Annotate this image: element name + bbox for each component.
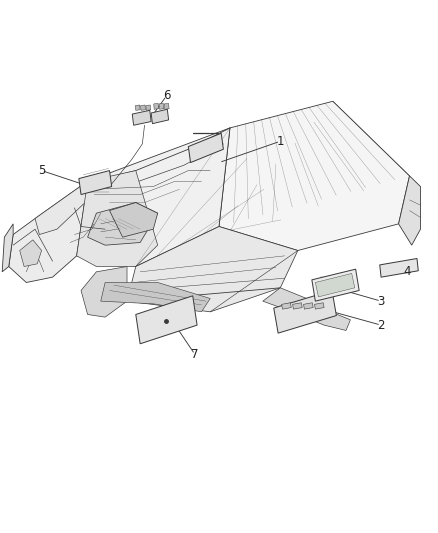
Polygon shape bbox=[304, 303, 313, 309]
Polygon shape bbox=[135, 105, 140, 110]
Polygon shape bbox=[151, 109, 169, 124]
Polygon shape bbox=[9, 181, 88, 282]
Polygon shape bbox=[293, 303, 302, 309]
Polygon shape bbox=[81, 266, 127, 317]
Polygon shape bbox=[399, 176, 420, 245]
Polygon shape bbox=[154, 103, 159, 109]
Polygon shape bbox=[136, 296, 197, 344]
Polygon shape bbox=[188, 133, 223, 163]
Text: 6: 6 bbox=[162, 90, 170, 102]
Polygon shape bbox=[146, 105, 151, 110]
Polygon shape bbox=[159, 103, 164, 109]
Polygon shape bbox=[77, 171, 158, 266]
Polygon shape bbox=[88, 203, 158, 245]
Polygon shape bbox=[127, 227, 298, 312]
Polygon shape bbox=[219, 101, 410, 251]
Polygon shape bbox=[274, 290, 336, 333]
Text: 3: 3 bbox=[378, 295, 385, 308]
Polygon shape bbox=[312, 269, 359, 301]
Text: 7: 7 bbox=[191, 348, 199, 361]
Polygon shape bbox=[20, 240, 42, 266]
Polygon shape bbox=[35, 181, 96, 235]
Polygon shape bbox=[101, 282, 210, 312]
Polygon shape bbox=[380, 259, 418, 277]
Polygon shape bbox=[77, 128, 230, 266]
Text: 4: 4 bbox=[403, 265, 411, 278]
Polygon shape bbox=[282, 303, 291, 309]
Polygon shape bbox=[164, 103, 169, 109]
Polygon shape bbox=[315, 273, 355, 297]
Polygon shape bbox=[263, 288, 350, 330]
Polygon shape bbox=[132, 110, 151, 125]
Text: 1: 1 bbox=[276, 135, 284, 148]
Polygon shape bbox=[314, 303, 324, 309]
Polygon shape bbox=[2, 224, 13, 272]
Text: 5: 5 bbox=[38, 164, 45, 177]
Polygon shape bbox=[79, 171, 112, 195]
Text: 2: 2 bbox=[377, 319, 385, 332]
Polygon shape bbox=[141, 105, 145, 110]
Polygon shape bbox=[110, 203, 158, 237]
